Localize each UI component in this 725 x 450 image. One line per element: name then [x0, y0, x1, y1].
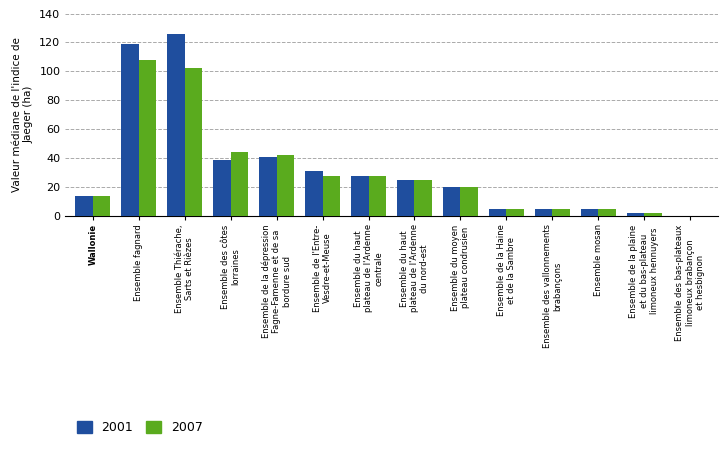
Bar [552, 209, 570, 216]
Bar [645, 213, 662, 216]
Bar [185, 68, 202, 216]
Bar [213, 160, 231, 216]
Bar [93, 196, 110, 216]
Bar [415, 180, 432, 216]
Bar [75, 196, 93, 216]
Bar [167, 34, 185, 216]
Bar [305, 171, 323, 216]
Bar [581, 209, 598, 216]
Bar [323, 176, 340, 216]
Y-axis label: Valeur médiane de l'indice de
Jaeger (ha): Valeur médiane de l'indice de Jaeger (ha… [12, 37, 33, 192]
Bar [351, 176, 368, 216]
Bar [443, 187, 460, 216]
Bar [627, 213, 645, 216]
Bar [460, 187, 478, 216]
Bar [598, 209, 616, 216]
Bar [138, 60, 156, 216]
Legend: 2001, 2007: 2001, 2007 [72, 416, 207, 439]
Bar [535, 209, 552, 216]
Bar [277, 155, 294, 216]
Bar [397, 180, 415, 216]
Bar [489, 209, 506, 216]
Bar [121, 44, 138, 216]
Bar [231, 153, 248, 216]
Bar [259, 157, 277, 216]
Bar [506, 209, 524, 216]
Bar [368, 176, 386, 216]
